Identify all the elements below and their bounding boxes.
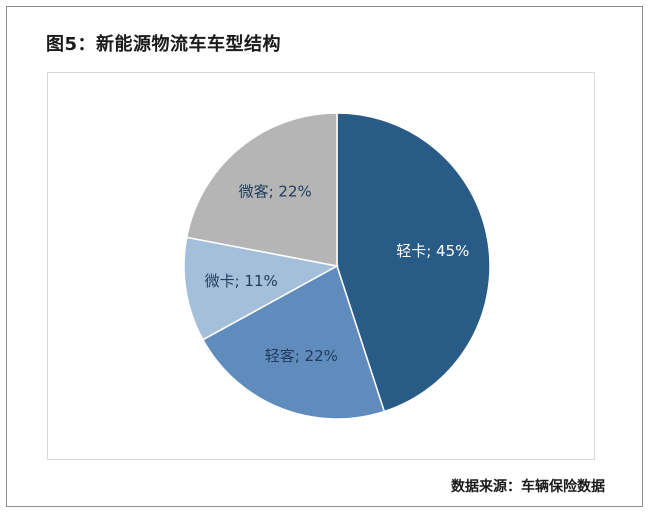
pie-slice-3	[183, 236, 340, 341]
chart-title: 图5：新能源物流车车型结构	[46, 34, 282, 55]
figure-frame	[6, 6, 643, 507]
pie-chart: 轻卡; 45% 轻客; 22% 微卡; 11% 微客; 22%	[183, 112, 491, 420]
pie-label-2: 轻客; 22%	[265, 347, 338, 365]
pie-slice-2	[201, 264, 386, 420]
pie-slice-1	[336, 112, 491, 413]
pie-label-4: 微客; 22%	[239, 182, 312, 200]
pie-label-3: 微卡; 11%	[205, 272, 278, 290]
pie-slice-4	[185, 112, 338, 267]
pie-label-1: 轻卡; 45%	[396, 242, 469, 260]
source-note: 数据来源：车辆保险数据	[451, 479, 605, 495]
